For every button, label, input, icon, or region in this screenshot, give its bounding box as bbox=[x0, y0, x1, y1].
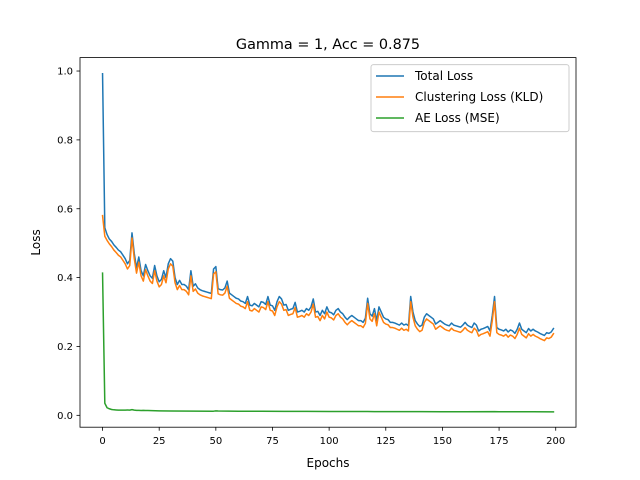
x-axis-ticks: 0 25 50 75 100 125 150 175 200 bbox=[99, 427, 565, 447]
legend: Total Loss Clustering Loss (KLD) AE Loss (… bbox=[370, 64, 570, 133]
y-tick-label: 0.8 bbox=[57, 135, 73, 146]
x-tick-label: 25 bbox=[153, 436, 166, 447]
x-tick-label: 0 bbox=[99, 436, 105, 447]
series-line-1 bbox=[101, 73, 555, 337]
y-tick-label: 0.6 bbox=[57, 204, 73, 215]
legend-entries: Total Loss Clustering Loss (KLD) AE Loss (… bbox=[376, 69, 543, 125]
x-tick-label: 100 bbox=[320, 436, 339, 447]
y-tick-label: 0.4 bbox=[57, 273, 73, 284]
y-tick-label: 0.0 bbox=[57, 411, 73, 422]
legend-label-2: Clustering Loss (KLD) bbox=[415, 90, 543, 104]
x-tick-label: 50 bbox=[209, 436, 222, 447]
x-tick-label: 200 bbox=[546, 436, 565, 447]
y-axis-label: Loss bbox=[29, 229, 43, 255]
plot-frame bbox=[79, 57, 577, 428]
series-line-3 bbox=[101, 272, 555, 413]
legend-box bbox=[370, 64, 570, 133]
legend-label-3: AE Loss (MSE) bbox=[415, 111, 500, 125]
x-tick-label: 175 bbox=[490, 436, 509, 447]
x-tick-label: 75 bbox=[266, 436, 279, 447]
y-tick-label: 0.2 bbox=[57, 342, 73, 353]
chart-title: Gamma = 1, Acc = 0.875 bbox=[236, 37, 420, 53]
legend-label-1: Total Loss bbox=[414, 69, 473, 83]
series-line-2 bbox=[101, 214, 555, 342]
x-tick-label: 150 bbox=[433, 436, 452, 447]
x-tick-label: 125 bbox=[376, 436, 395, 447]
x-axis-label: Epochs bbox=[307, 456, 350, 470]
y-axis-ticks: 0.0 0.2 0.4 0.6 0.8 1.0 bbox=[57, 67, 80, 422]
series-layer bbox=[101, 73, 555, 413]
y-tick-label: 1.0 bbox=[57, 67, 73, 78]
